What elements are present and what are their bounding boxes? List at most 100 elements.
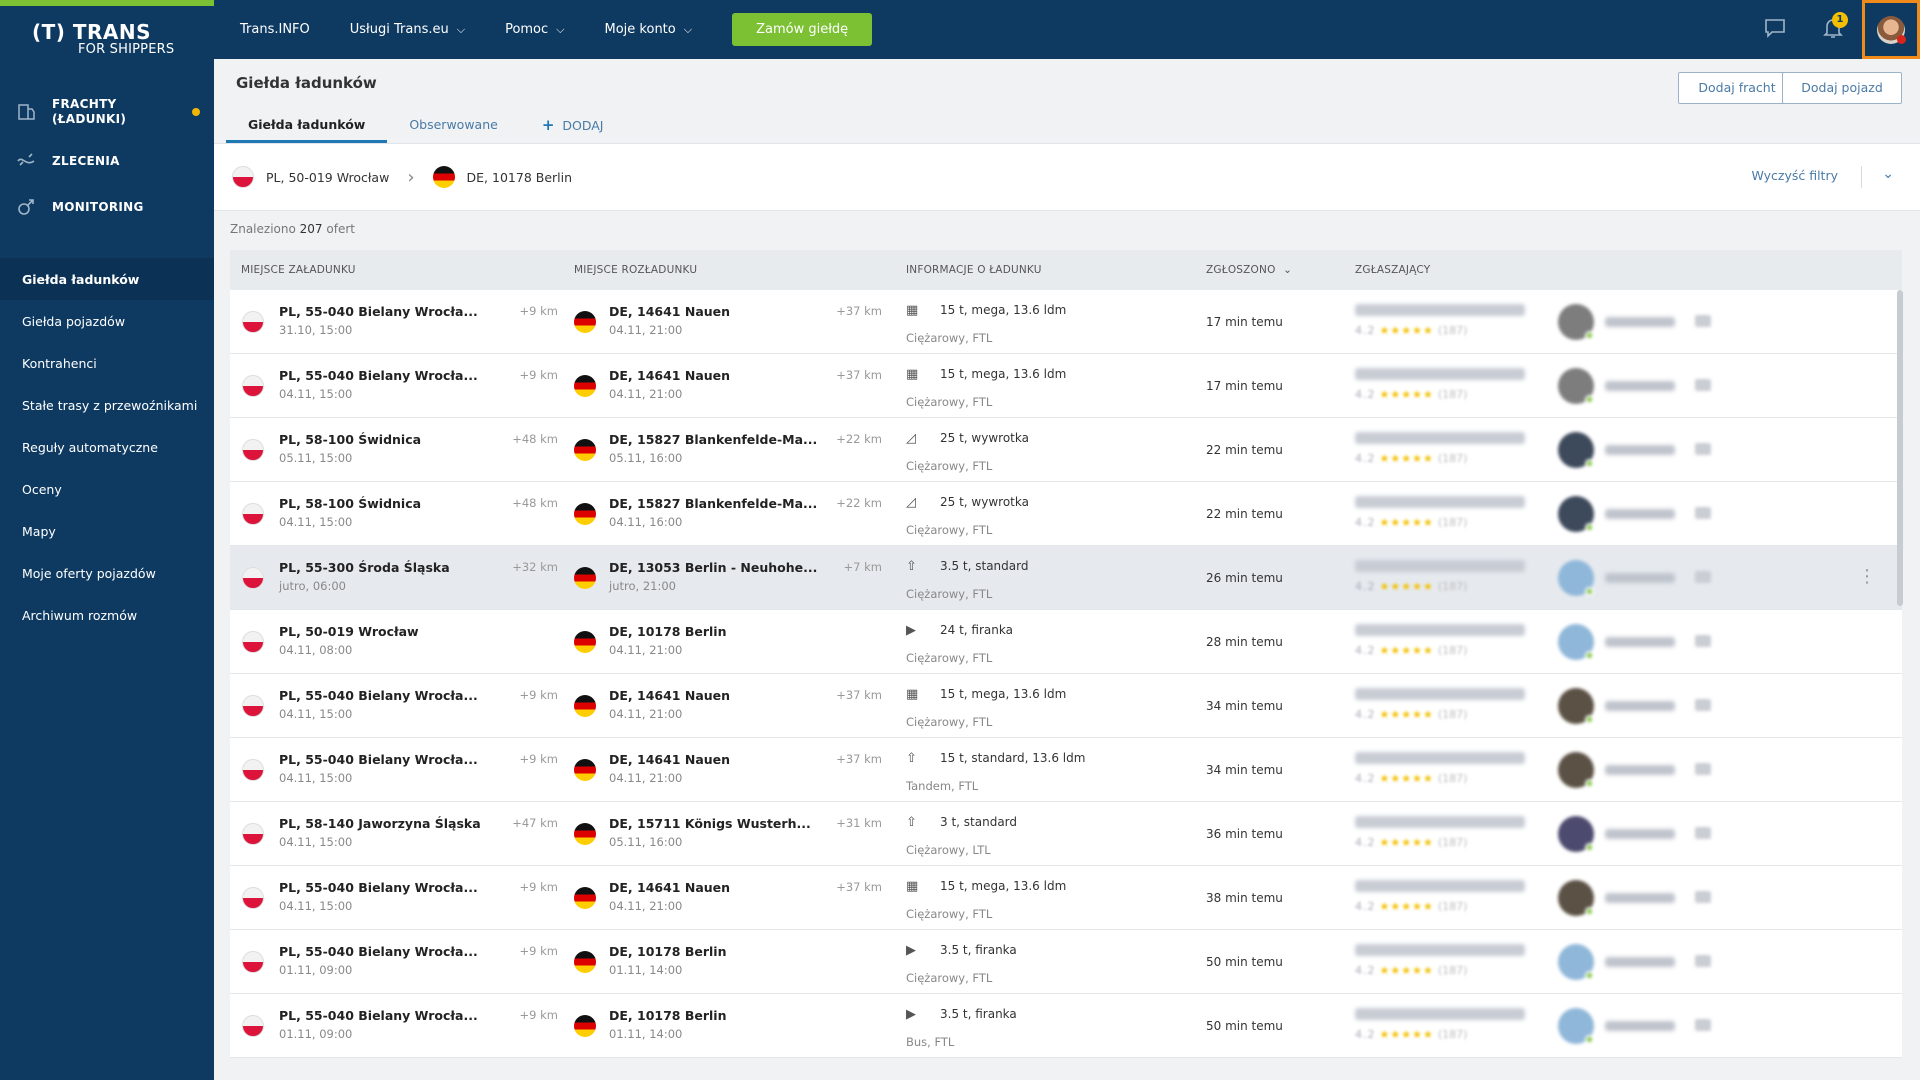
filter-bar: PL, 50-019 Wrocław › DE, 10178 Berlin Wy…: [214, 143, 1920, 211]
loading-place[interactable]: PL, 50-019 Wrocław: [279, 624, 419, 639]
route-filter[interactable]: PL, 50-019 Wrocław › DE, 10178 Berlin: [232, 166, 572, 188]
unloading-place[interactable]: DE, 14641 Nauen: [609, 304, 731, 319]
col-unloading-place[interactable]: MIEJSCE ROZŁADUNKU: [574, 264, 698, 276]
loading-place[interactable]: PL, 55-040 Bielany Wrocła...: [279, 1008, 478, 1023]
tab-load-exchange[interactable]: Giełda ładunków: [226, 109, 388, 143]
sidebar-item-contractors[interactable]: Kontrahenci: [22, 355, 97, 371]
tab-watched[interactable]: Obserwowane: [409, 117, 498, 132]
more-icon[interactable]: ⋮: [1858, 566, 1876, 587]
unloading-place[interactable]: DE, 15827 Blankenfelde-Ma...: [609, 496, 818, 511]
avatar[interactable]: [1558, 368, 1594, 404]
unloading-distance: +22 km: [836, 432, 882, 446]
sidebar-item-maps[interactable]: Mapy: [22, 523, 56, 539]
contact-icon[interactable]: [1695, 379, 1711, 391]
loading-place[interactable]: PL, 55-040 Bielany Wrocła...: [279, 880, 478, 895]
add-vehicle-button[interactable]: Dodaj pojazd: [1782, 72, 1902, 104]
sidebar-item-monitoring[interactable]: MONITORING: [0, 184, 214, 230]
avatar[interactable]: [1558, 1008, 1594, 1044]
contact-icon[interactable]: [1695, 763, 1711, 775]
contact-icon[interactable]: [1695, 955, 1711, 967]
sidebar-item-fixed-routes[interactable]: Stałe trasy z przewoźnikami: [22, 397, 198, 413]
avatar[interactable]: [1558, 688, 1594, 724]
unloading-place[interactable]: DE, 10178 Berlin: [609, 624, 727, 639]
contact-icon[interactable]: [1695, 315, 1711, 327]
table-row[interactable]: PL, 55-300 Środa Śląska jutro, 06:00 +32 k…: [230, 546, 1902, 610]
avatar[interactable]: [1558, 496, 1594, 532]
loading-place[interactable]: PL, 55-040 Bielany Wrocła...: [279, 752, 478, 767]
loading-place[interactable]: PL, 55-040 Bielany Wrocła...: [279, 368, 478, 383]
table-row[interactable]: PL, 55-040 Bielany Wrocła... 01.11, 09:00…: [230, 930, 1902, 994]
user-avatar-button[interactable]: [1862, 0, 1920, 59]
loading-place[interactable]: PL, 58-100 Świdnica: [279, 496, 422, 511]
tab-add[interactable]: + DODAJ: [520, 109, 626, 143]
unloading-place[interactable]: DE, 10178 Berlin: [609, 1008, 727, 1023]
nav-item-services[interactable]: Usługi Trans.eu ⌵: [350, 22, 465, 37]
table-row[interactable]: PL, 55-040 Bielany Wrocła... 01.11, 09:00…: [230, 994, 1902, 1058]
logo[interactable]: (T) TRANS FOR SHIPPERS: [32, 20, 174, 57]
nav-item-help[interactable]: Pomoc ⌵: [505, 22, 564, 37]
chevron-down-icon[interactable]: ⌄: [1882, 166, 1894, 182]
loading-place[interactable]: PL, 55-040 Bielany Wrocła...: [279, 944, 478, 959]
sidebar-item-ratings[interactable]: Oceny: [22, 481, 62, 497]
unloading-place[interactable]: DE, 14641 Nauen: [609, 880, 731, 895]
col-load-info[interactable]: INFORMACJE O ŁADUNKU: [906, 264, 1042, 276]
avatar[interactable]: [1558, 752, 1594, 788]
col-loading-place[interactable]: MIEJSCE ZAŁADUNKU: [241, 264, 356, 276]
table-row[interactable]: PL, 55-040 Bielany Wrocła... 31.10, 15:00…: [230, 290, 1902, 354]
sidebar-item-vehicle-exchange[interactable]: Giełda pojazdów: [22, 313, 126, 329]
contact-icon[interactable]: [1695, 891, 1711, 903]
table-row[interactable]: PL, 55-040 Bielany Wrocła... 04.11, 15:00…: [230, 674, 1902, 738]
table-row[interactable]: PL, 55-040 Bielany Wrocła... 04.11, 15:00…: [230, 866, 1902, 930]
contact-icon[interactable]: [1695, 699, 1711, 711]
sidebar-item-automatic-rules[interactable]: Reguły automatyczne: [22, 439, 158, 455]
contact-icon[interactable]: [1695, 443, 1711, 455]
sidebar-item-orders[interactable]: ZLECENIA: [0, 138, 214, 184]
germany-flag-icon: [574, 951, 596, 973]
loading-place[interactable]: PL, 55-040 Bielany Wrocła...: [279, 688, 478, 703]
loading-place[interactable]: PL, 55-300 Środa Śląska: [279, 560, 450, 575]
loading-date: 04.11, 15:00: [279, 515, 353, 529]
contact-icon[interactable]: [1695, 827, 1711, 839]
table-row[interactable]: PL, 58-140 Jaworzyna Śląska 04.11, 15:00 +…: [230, 802, 1902, 866]
unloading-place[interactable]: DE, 14641 Nauen: [609, 752, 731, 767]
table-row[interactable]: PL, 58-100 Świdnica 04.11, 15:00 +48 km DE,…: [230, 482, 1902, 546]
table-row[interactable]: PL, 50-019 Wrocław 04.11, 08:00 DE, 10178 …: [230, 610, 1902, 674]
loading-place[interactable]: PL, 55-040 Bielany Wrocła...: [279, 304, 478, 319]
contact-icon[interactable]: [1695, 571, 1711, 583]
sidebar-item-chat-archive[interactable]: Archiwum rozmów: [22, 607, 138, 623]
avatar[interactable]: [1558, 880, 1594, 916]
avatar[interactable]: [1558, 816, 1594, 852]
nav-item-my-account[interactable]: Moje konto ⌵: [605, 22, 693, 37]
unloading-place[interactable]: DE, 14641 Nauen: [609, 368, 731, 383]
avatar[interactable]: [1558, 304, 1594, 340]
contact-icon[interactable]: [1695, 1019, 1711, 1031]
contact-icon[interactable]: [1695, 635, 1711, 647]
avatar[interactable]: [1558, 560, 1594, 596]
contact-icon[interactable]: [1695, 507, 1711, 519]
col-reported[interactable]: ZGŁOSZONO ⌄: [1206, 264, 1292, 276]
table-row[interactable]: PL, 55-040 Bielany Wrocła... 04.11, 15:00…: [230, 738, 1902, 802]
notifications-button[interactable]: 1: [1804, 0, 1862, 59]
unloading-place[interactable]: DE, 15827 Blankenfelde-Ma...: [609, 432, 818, 447]
unloading-place[interactable]: DE, 10178 Berlin: [609, 944, 727, 959]
unloading-place[interactable]: DE, 14641 Nauen: [609, 688, 731, 703]
avatar[interactable]: [1558, 944, 1594, 980]
scrollbar[interactable]: [1897, 290, 1903, 606]
sidebar-item-load-exchange[interactable]: Giełda ładunków: [0, 258, 214, 300]
loading-place[interactable]: PL, 58-140 Jaworzyna Śląska: [279, 816, 481, 831]
avatar[interactable]: [1558, 432, 1594, 468]
unloading-place[interactable]: DE, 13053 Berlin - Neuhohe...: [609, 560, 818, 575]
nav-item-trans-info[interactable]: Trans.INFO: [240, 22, 310, 37]
sidebar-item-freight[interactable]: FRACHTY (ŁADUNKI): [0, 86, 214, 138]
clear-filters-link[interactable]: Wyczyść filtry: [1751, 168, 1838, 183]
sidebar-item-my-vehicle-offers[interactable]: Moje oferty pojazdów: [22, 565, 156, 581]
loading-place[interactable]: PL, 58-100 Świdnica: [279, 432, 422, 447]
col-reporter[interactable]: ZGŁASZAJĄCY: [1355, 264, 1431, 276]
add-freight-button[interactable]: Dodaj fracht: [1678, 72, 1796, 104]
table-row[interactable]: PL, 58-100 Świdnica 05.11, 15:00 +48 km DE,…: [230, 418, 1902, 482]
messages-button[interactable]: [1746, 0, 1804, 59]
order-exchange-button[interactable]: Zamów giełdę: [732, 13, 873, 46]
avatar[interactable]: [1558, 624, 1594, 660]
table-row[interactable]: PL, 55-040 Bielany Wrocła... 04.11, 15:00…: [230, 354, 1902, 418]
unloading-place[interactable]: DE, 15711 Königs Wusterh...: [609, 816, 811, 831]
